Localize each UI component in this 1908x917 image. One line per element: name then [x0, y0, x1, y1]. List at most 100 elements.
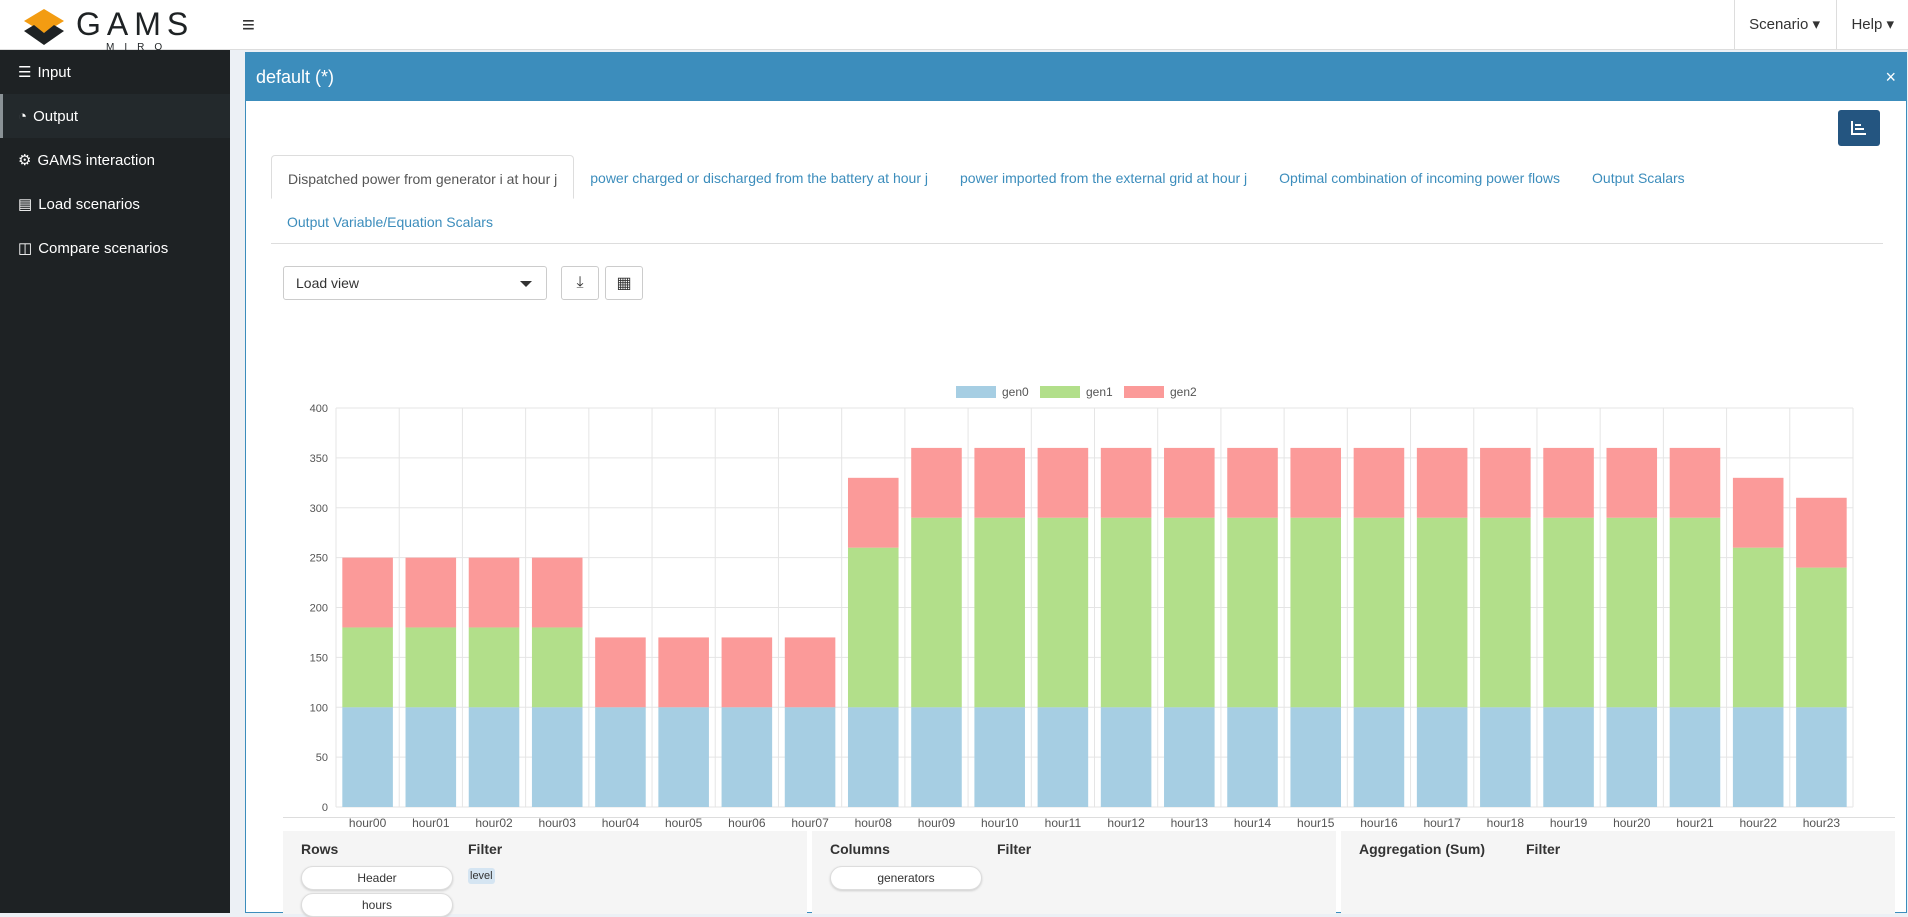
- bar-gen2: [1543, 447, 1594, 518]
- y-tick-label: 100: [310, 702, 328, 714]
- bar-gen2: [974, 447, 1025, 518]
- y-tick-label: 200: [310, 603, 328, 615]
- sidebar-item-load-scenarios[interactable]: ▤ Load scenarios: [0, 182, 230, 226]
- x-tick-label: hour03: [539, 816, 577, 830]
- column-field-pill[interactable]: generators: [830, 866, 982, 890]
- sidebar-item-label: Load scenarios: [38, 195, 140, 213]
- bar-gen2: [1290, 447, 1342, 518]
- bar-gen0: [1164, 707, 1215, 807]
- bar-gen1: [531, 627, 583, 708]
- x-tick-label: hour07: [791, 816, 829, 830]
- x-tick-label: hour19: [1550, 816, 1588, 830]
- sliders-icon: ☰: [18, 64, 32, 81]
- svg-text:MIRO: MIRO: [106, 42, 172, 51]
- tab-output-scalars[interactable]: Output Scalars: [1592, 170, 1685, 186]
- rows-heading: Rows: [301, 841, 339, 857]
- x-tick-label: hour16: [1360, 816, 1398, 830]
- x-tick-label: hour04: [602, 816, 640, 830]
- bar-gen0: [1543, 707, 1594, 807]
- sidebar-item-compare-scenarios[interactable]: ◫ Compare scenarios: [0, 226, 230, 270]
- bar-gen2: [595, 637, 646, 708]
- x-tick-label: hour11: [1045, 816, 1082, 830]
- sidebar-toggle-button[interactable]: ≡: [242, 12, 255, 37]
- sidebar-item-input[interactable]: ☰ Input: [0, 50, 230, 94]
- x-tick-label: hour06: [728, 816, 766, 830]
- x-tick-label: hour14: [1234, 816, 1272, 830]
- tab-variable-equation-scalars[interactable]: Output Variable/Equation Scalars: [287, 214, 493, 230]
- bar-gen0: [784, 707, 836, 807]
- bar-gen2: [847, 477, 899, 548]
- bar-gen2: [658, 637, 709, 708]
- sidebar-item-label: Compare scenarios: [38, 239, 169, 257]
- download-button[interactable]: ⤓: [561, 266, 599, 300]
- tab-incoming-flows[interactable]: Optimal combination of incoming power fl…: [1279, 170, 1561, 186]
- sidebar-item-label: Input: [37, 63, 71, 81]
- database-icon: ▤: [18, 196, 33, 213]
- sidebar-item-label: GAMS interaction: [37, 151, 155, 169]
- x-tick-label: hour01: [412, 816, 450, 830]
- bar-gen1: [342, 627, 393, 708]
- columns-heading: Columns: [830, 841, 890, 857]
- pivot-rows-area: Rows Filter Header hours level: [283, 831, 807, 917]
- tab-grid-import[interactable]: power imported from the external grid at…: [960, 170, 1248, 186]
- bar-gen0: [1353, 707, 1405, 807]
- bar-gen0: [721, 707, 773, 807]
- x-tick-label: hour08: [855, 816, 893, 830]
- bar-gen2: [531, 557, 583, 628]
- bar-gen2: [1732, 477, 1784, 548]
- bar-gen0: [1669, 707, 1721, 807]
- bar-gen2: [1416, 447, 1468, 518]
- bar-gen0: [847, 707, 899, 807]
- row-field-pill[interactable]: Header: [301, 866, 453, 890]
- legend-label: gen1: [1086, 385, 1113, 399]
- bar-gen1: [1669, 517, 1721, 708]
- pie-chart-icon: ◔: [18, 107, 28, 125]
- sidebar-item-output[interactable]: ◔ Output: [0, 94, 230, 138]
- x-tick-label: hour21: [1676, 816, 1714, 830]
- table-view-button[interactable]: ▦: [605, 266, 643, 300]
- tab-dispatched-power[interactable]: Dispatched power from generator i at hou…: [271, 155, 575, 199]
- sidebar-item-gams-interaction[interactable]: ⚙ GAMS interaction: [0, 138, 230, 182]
- stacked-bar-chart: 0 50 100 150 200 250 300 350 400 hour00 hour01 hour…: [310, 385, 1854, 830]
- filter-heading: Filter: [997, 841, 1032, 857]
- filter-tag[interactable]: level: [468, 868, 495, 884]
- scenario-label: Scenario: [1749, 16, 1809, 33]
- bar-gen1: [405, 627, 457, 708]
- bar-gen0: [1796, 707, 1847, 807]
- bar-gen0: [1100, 707, 1152, 807]
- bar-gen1: [974, 517, 1025, 708]
- x-tick-label: hour00: [349, 816, 387, 830]
- output-tabs: Dispatched power from generator i at hou…: [271, 155, 1883, 244]
- bar-chart-icon: [1851, 121, 1866, 135]
- bar-gen0: [1416, 707, 1468, 807]
- bar-gen1: [1227, 517, 1278, 708]
- y-tick-label: 400: [310, 403, 328, 415]
- bar-gen1: [847, 547, 899, 708]
- bar-gen0: [531, 707, 583, 807]
- columns-icon: ◫: [18, 240, 33, 257]
- x-tick-label: hour09: [918, 816, 956, 830]
- help-menu[interactable]: Help ▾: [1836, 0, 1908, 50]
- tab-battery-power[interactable]: power charged or discharged from the bat…: [590, 170, 928, 186]
- legend-swatch-gen1: [1040, 386, 1080, 398]
- close-icon[interactable]: ×: [1885, 67, 1896, 87]
- bar-gen0: [974, 707, 1025, 807]
- gams-miro-logo: GAMS MIRO: [24, 6, 188, 51]
- x-tick-label: hour23: [1803, 816, 1841, 830]
- y-tick-label: 50: [316, 752, 328, 764]
- bar-gen2: [1037, 447, 1089, 518]
- scenario-menu[interactable]: Scenario ▾: [1734, 0, 1834, 50]
- load-view-label: Load view: [296, 275, 360, 291]
- load-view-select[interactable]: Load view: [283, 266, 547, 300]
- x-tick-label: hour02: [475, 816, 513, 830]
- bar-gen1: [1732, 547, 1784, 708]
- bar-gen1: [1416, 517, 1468, 708]
- caret-down-icon: [520, 281, 532, 287]
- chart-view-toggle-button[interactable]: [1838, 110, 1880, 146]
- legend-label: gen0: [1002, 385, 1029, 399]
- panel-header: default (*) ×: [246, 53, 1906, 101]
- table-icon: ▦: [616, 275, 632, 292]
- bar-gen0: [911, 707, 962, 807]
- bar-gen0: [342, 707, 393, 807]
- row-field-pill[interactable]: hours: [301, 893, 453, 917]
